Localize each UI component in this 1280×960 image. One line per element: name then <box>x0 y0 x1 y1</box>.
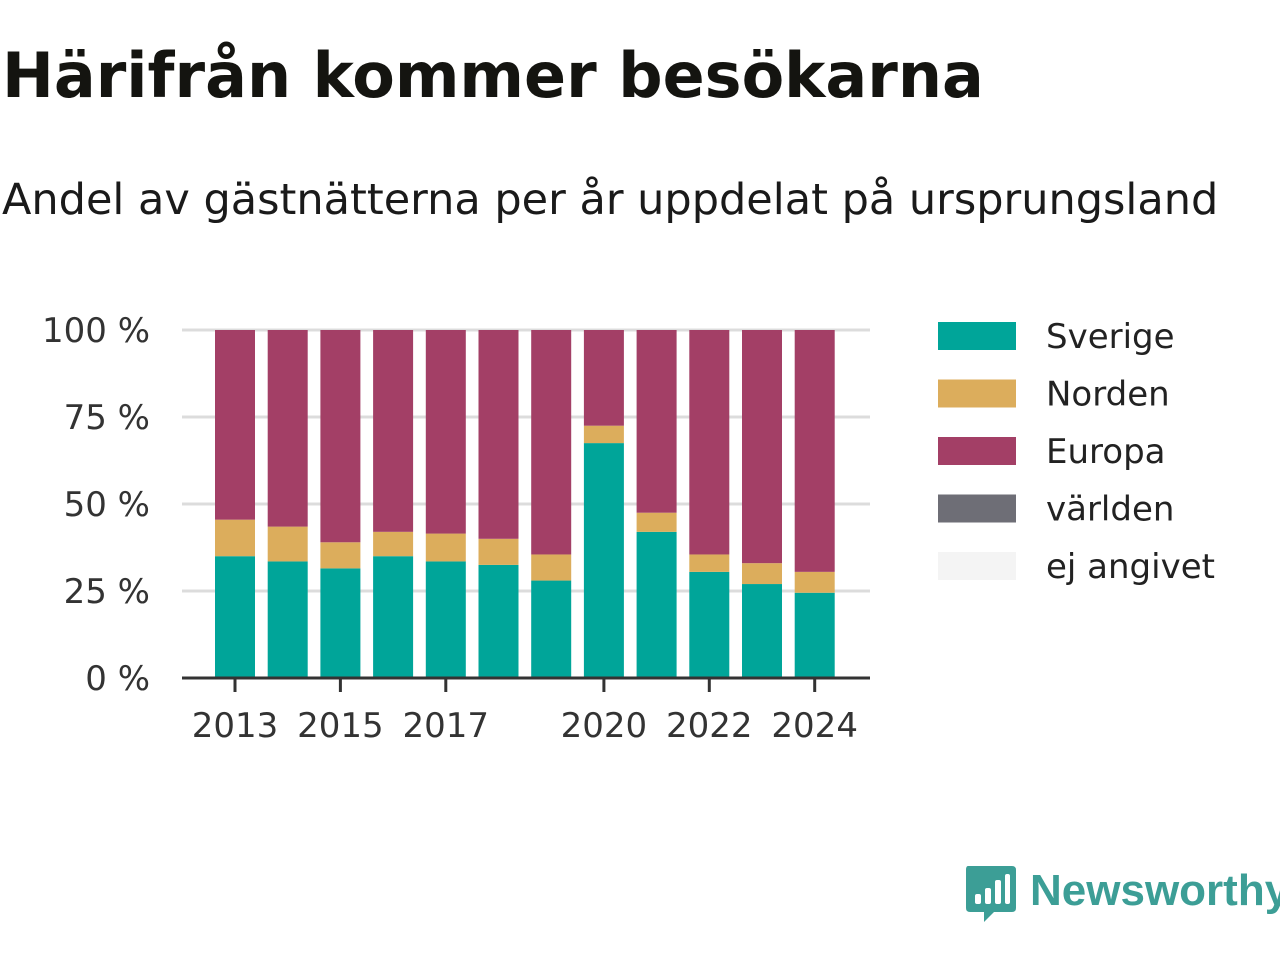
bar-segment-norden-2023 <box>742 563 782 585</box>
bar-segment-sverige-2018 <box>478 564 519 678</box>
x-tick-label: 2020 <box>561 706 648 746</box>
bar-segment-sverige-2015 <box>320 568 361 678</box>
bar-segment-sverige-2017 <box>425 561 466 678</box>
axes: 0 % 25 % 50 % 75 % 100 % 2013 2015 2017 2020 2022… <box>42 311 870 746</box>
bar-segment-europa-2023 <box>742 330 782 564</box>
legend-label: Europa <box>1046 432 1165 472</box>
x-tick-label: 2022 <box>666 706 753 746</box>
brand-logo: Newsworthy <box>964 864 1280 928</box>
legend: Sverige Norden Europa världen ej angivet <box>938 317 1215 587</box>
bar-segment-norden-2017 <box>425 533 466 562</box>
legend-label: Sverige <box>1046 317 1175 357</box>
bar-segment-norden-2021 <box>636 512 677 532</box>
bar-segment-europa-2024 <box>794 330 835 572</box>
bar-segment-europa-2013 <box>215 330 255 520</box>
bar-segment-europa-2019 <box>531 330 572 555</box>
bar-segment-europa-2017 <box>425 330 466 534</box>
legend-label: ej angivet <box>1046 547 1215 587</box>
legend-swatch <box>938 494 1016 523</box>
newsworthy-logo-icon <box>966 866 1016 922</box>
bar-segment-europa-2021 <box>636 330 677 513</box>
chart-title: Härifrån kommer besökarna <box>2 39 984 112</box>
x-tick-label: 2015 <box>297 706 384 746</box>
bar-segment-sverige-2021 <box>636 531 677 678</box>
bar-segment-sverige-2022 <box>689 571 730 678</box>
bar-segment-europa-2015 <box>320 330 361 543</box>
y-tick-label: 75 % <box>64 398 150 438</box>
x-tick-label: 2024 <box>771 706 858 746</box>
bar-segment-europa-2018 <box>478 330 519 539</box>
legend-swatch <box>938 552 1016 580</box>
x-tick-label: 2013 <box>192 706 279 746</box>
x-tick-label: 2017 <box>403 706 490 746</box>
bar-segment-sverige-2013 <box>215 556 255 678</box>
brand-name: Newsworthy <box>1030 866 1280 915</box>
bar-segment-norden-2016 <box>373 531 414 557</box>
bar-segment-norden-2015 <box>320 542 361 569</box>
bar-segment-norden-2018 <box>478 538 519 565</box>
bar-segment-europa-2022 <box>689 330 730 555</box>
bar-segment-norden-2022 <box>689 554 730 572</box>
bar-segment-norden-2024 <box>794 571 835 593</box>
bar-segment-norden-2020 <box>583 425 624 444</box>
legend-swatch <box>938 437 1016 465</box>
bar-segment-norden-2013 <box>215 519 255 557</box>
y-tick-label: 0 % <box>85 659 150 699</box>
legend-label: världen <box>1046 490 1174 530</box>
bar-segment-sverige-2023 <box>742 584 782 678</box>
legend-swatch <box>938 322 1016 350</box>
bar-segment-norden-2019 <box>531 554 572 581</box>
legend-label: Norden <box>1046 375 1170 415</box>
legend-swatch <box>938 379 1016 408</box>
bars <box>215 330 835 678</box>
bar-segment-sverige-2014 <box>267 561 308 678</box>
bar-segment-europa-2014 <box>267 330 308 527</box>
y-tick-label: 50 % <box>64 485 150 525</box>
y-tick-label: 100 % <box>42 311 150 351</box>
chart-subtitle: Andel av gästnätterna per år uppdelat på… <box>2 175 1219 225</box>
bar-segment-norden-2014 <box>267 526 308 562</box>
bar-segment-europa-2020 <box>583 330 624 426</box>
bar-segment-sverige-2020 <box>583 443 624 678</box>
y-tick-label: 25 % <box>64 572 150 612</box>
bar-segment-sverige-2019 <box>531 580 572 678</box>
bar-segment-sverige-2016 <box>373 556 414 678</box>
bar-segment-europa-2016 <box>373 330 414 532</box>
bar-segment-sverige-2024 <box>794 592 835 678</box>
